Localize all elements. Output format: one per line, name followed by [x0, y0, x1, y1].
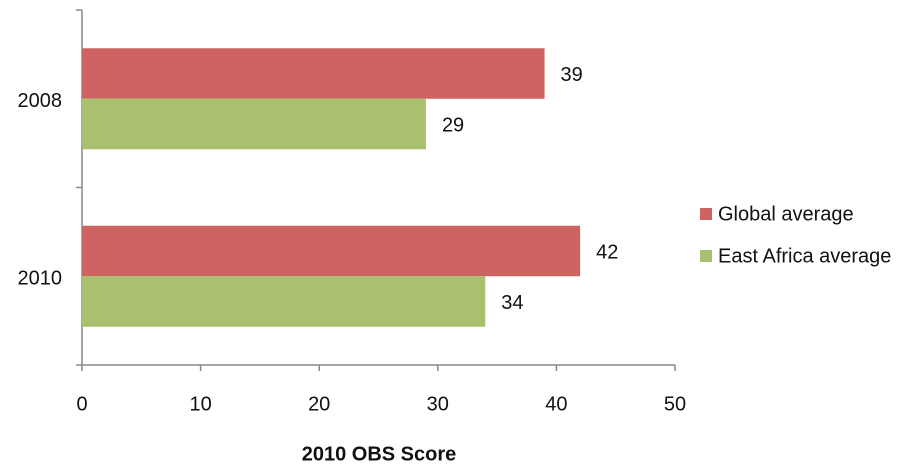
x-tick-label: 30: [427, 393, 449, 415]
x-tick-label: 20: [308, 393, 330, 415]
legend-swatch: [700, 250, 712, 262]
x-tick-label: 50: [664, 393, 686, 415]
bar: [82, 48, 545, 99]
bar: [82, 225, 581, 277]
legend-label: East Africa average: [718, 245, 891, 267]
x-tick-label: 10: [189, 393, 211, 415]
x-axis-label: 2010 OBS Score: [302, 443, 457, 465]
value-label: 39: [561, 64, 583, 86]
value-label: 34: [501, 292, 523, 314]
legend-label: Global average: [718, 203, 854, 225]
x-tick-label: 40: [545, 393, 567, 415]
y-tick-label: 2010: [18, 268, 63, 290]
y-tick-label: 2008: [18, 90, 63, 112]
bar: [82, 98, 426, 150]
x-tick-label: 0: [76, 393, 87, 415]
legend-swatch: [700, 208, 712, 220]
value-label: 42: [596, 241, 618, 263]
value-label: 29: [442, 114, 464, 136]
bar: [82, 276, 486, 327]
